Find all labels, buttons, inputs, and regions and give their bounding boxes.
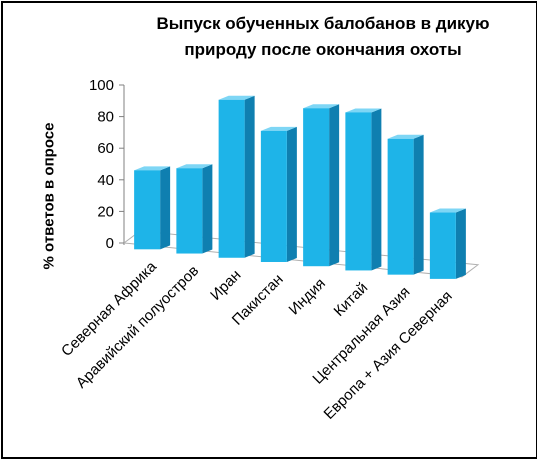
bar bbox=[218, 99, 245, 258]
bar bbox=[429, 212, 456, 279]
y-tick-label: 60 bbox=[97, 140, 114, 157]
bar-side bbox=[286, 126, 297, 262]
bar-side bbox=[371, 108, 382, 271]
bar-side bbox=[160, 166, 171, 250]
x-tick-label: Иран bbox=[207, 267, 244, 304]
x-tick-label: Индия bbox=[286, 275, 329, 318]
bar-top bbox=[134, 166, 171, 171]
bar bbox=[134, 170, 161, 250]
chart-title: Выпуск обученных балобанов в дикую приро… bbox=[156, 14, 490, 59]
bar bbox=[303, 108, 330, 267]
bar-side bbox=[202, 164, 213, 254]
y-tick-label: 20 bbox=[97, 203, 114, 220]
bar-side bbox=[455, 208, 466, 279]
y-tick-label: 0 bbox=[106, 235, 114, 252]
bar bbox=[387, 138, 414, 275]
bar bbox=[260, 130, 287, 262]
y-tick-label: 40 bbox=[97, 172, 114, 189]
bar-top bbox=[429, 208, 466, 213]
y-tick-label: 100 bbox=[89, 77, 114, 94]
bar-top bbox=[387, 134, 424, 139]
bar-side bbox=[329, 104, 340, 267]
x-tick-label: Китай bbox=[331, 279, 372, 320]
bar-side bbox=[244, 95, 255, 258]
bar bbox=[176, 168, 203, 254]
bar-top bbox=[345, 108, 382, 113]
bar-top bbox=[260, 126, 297, 131]
bar-top bbox=[176, 164, 213, 169]
bar-top bbox=[303, 104, 340, 109]
bar-top bbox=[218, 95, 255, 100]
y-tick-label: 80 bbox=[97, 109, 114, 126]
bar-side bbox=[413, 134, 424, 275]
bar bbox=[345, 112, 372, 271]
